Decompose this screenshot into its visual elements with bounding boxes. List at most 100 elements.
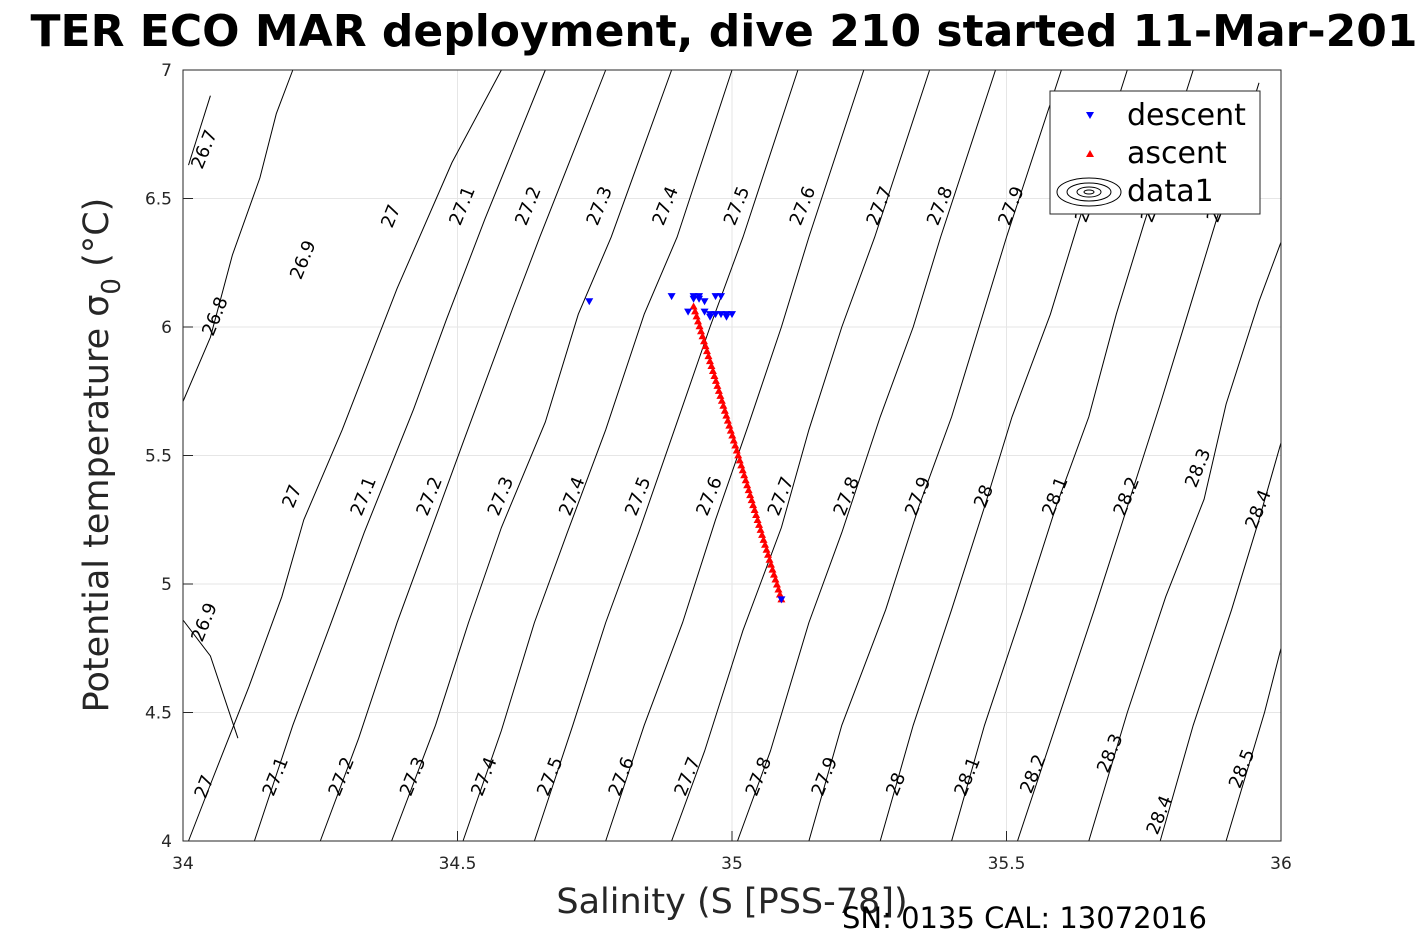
y-tick-label: 6.5 bbox=[145, 190, 172, 210]
x-tick-label: 36 bbox=[1270, 854, 1292, 874]
y-tick-label: 7 bbox=[161, 61, 172, 81]
ascent-point bbox=[743, 481, 752, 489]
x-tick-label: 34 bbox=[172, 854, 194, 874]
legend-descent-marker bbox=[1086, 112, 1094, 119]
contour-line-27-4 bbox=[462, 69, 733, 842]
contour-line-28-2 bbox=[1017, 82, 1260, 842]
ascent-point bbox=[734, 451, 743, 459]
ascent-point bbox=[697, 327, 706, 335]
ascent-point bbox=[692, 312, 701, 320]
ascent-point bbox=[772, 580, 781, 588]
descent-point bbox=[722, 311, 731, 319]
descent-point bbox=[667, 293, 676, 301]
y-axis-label-main: Potential temperature bbox=[77, 317, 117, 713]
x-tick-label: 34.5 bbox=[439, 854, 477, 874]
y-tick-label: 6 bbox=[161, 318, 172, 338]
ascent-point bbox=[759, 535, 768, 543]
descent-point bbox=[684, 308, 693, 316]
ascent-point bbox=[762, 545, 771, 553]
ascent-point bbox=[699, 337, 708, 345]
ascent-point bbox=[713, 381, 722, 389]
y-axis-label-sigma: σ bbox=[77, 295, 117, 317]
legend-ascent-marker bbox=[1086, 150, 1094, 157]
contour-line-26-7 bbox=[188, 95, 211, 166]
ascent-point bbox=[716, 391, 725, 399]
ascent-point bbox=[720, 406, 729, 414]
contour-line-28-1 bbox=[951, 69, 1194, 842]
ascent-point bbox=[691, 307, 700, 315]
ascent-point bbox=[746, 491, 755, 499]
legend: descent ascent data1 bbox=[1049, 90, 1261, 215]
ascent-point bbox=[761, 540, 770, 548]
descent-point bbox=[695, 295, 704, 303]
contour-line-27-8 bbox=[737, 69, 996, 842]
ascent-point bbox=[738, 466, 747, 474]
ascent-point bbox=[771, 575, 780, 583]
ascent-point bbox=[750, 506, 759, 514]
ascent-point bbox=[695, 322, 704, 330]
ascent-point bbox=[744, 486, 753, 494]
descent-point bbox=[717, 311, 726, 319]
ascent-point bbox=[747, 496, 756, 504]
contour-line-26-9 bbox=[182, 619, 239, 739]
legend-descent: descent bbox=[1127, 98, 1246, 133]
chart-title: TER ECO MAR deployment, dive 210 started… bbox=[31, 6, 1417, 57]
density-contours bbox=[182, 69, 1282, 842]
ascent-point bbox=[725, 421, 734, 429]
ascent-point bbox=[765, 555, 774, 563]
ascent-point bbox=[766, 560, 775, 568]
legend-ascent: ascent bbox=[1127, 136, 1227, 171]
contour-line-27-5 bbox=[533, 69, 799, 842]
ascent-point bbox=[726, 426, 735, 434]
descent-point bbox=[585, 298, 594, 306]
contour-line-28-5 bbox=[1225, 648, 1282, 842]
descent-point bbox=[728, 311, 736, 319]
ascent-point bbox=[719, 401, 728, 409]
y-tick-label: 4 bbox=[161, 832, 172, 852]
descent-point bbox=[700, 298, 709, 306]
ascent-point bbox=[723, 416, 732, 424]
descent-point bbox=[711, 293, 720, 301]
ascent-point bbox=[732, 446, 741, 454]
ascent-point bbox=[752, 511, 761, 519]
contour-line-28-3 bbox=[1088, 242, 1282, 842]
descent-series bbox=[585, 293, 786, 604]
ascent-point bbox=[717, 396, 726, 404]
ascent-point bbox=[711, 376, 720, 384]
descent-point bbox=[689, 295, 698, 303]
y-axis-label-subscript: 0 bbox=[97, 278, 127, 295]
ascent-point bbox=[764, 550, 773, 558]
contour-line-27-7 bbox=[671, 69, 931, 842]
legend-data1-marker bbox=[1056, 177, 1122, 207]
ascent-point bbox=[735, 456, 744, 464]
ascent-point bbox=[774, 585, 783, 593]
descent-point bbox=[711, 311, 720, 319]
ascent-point bbox=[755, 520, 764, 528]
descent-point bbox=[777, 596, 786, 604]
descent-point bbox=[717, 293, 726, 301]
ascent-point bbox=[704, 352, 713, 360]
contour-line-27-1 bbox=[253, 69, 546, 842]
ascent-point bbox=[768, 565, 777, 573]
x-axis-label: Salinity (S [PSS-78]) bbox=[556, 882, 907, 922]
ascent-point bbox=[731, 441, 740, 449]
ascent-point bbox=[737, 461, 746, 469]
contour-line-27-2 bbox=[319, 69, 607, 842]
y-axis-label-unit: (°C) bbox=[77, 198, 117, 278]
ascent-point bbox=[705, 357, 714, 365]
ascent-point bbox=[753, 515, 762, 523]
ascent-point bbox=[722, 411, 731, 419]
x-tick-label: 35.5 bbox=[988, 854, 1026, 874]
ascent-point bbox=[728, 431, 737, 439]
ascent-series bbox=[689, 302, 786, 603]
ascent-point bbox=[741, 476, 750, 484]
y-tick-label: 4.5 bbox=[145, 704, 172, 724]
ascent-point bbox=[710, 371, 719, 379]
serial-calibration-note: SN: 0135 CAL: 13072016 bbox=[842, 901, 1207, 935]
ascent-point bbox=[769, 570, 778, 578]
descent-point bbox=[706, 313, 715, 321]
ascent-point bbox=[694, 317, 703, 325]
ascent-point bbox=[702, 347, 711, 355]
x-axis-ticks: 34 34.5 35 35.5 36 bbox=[172, 831, 1292, 874]
